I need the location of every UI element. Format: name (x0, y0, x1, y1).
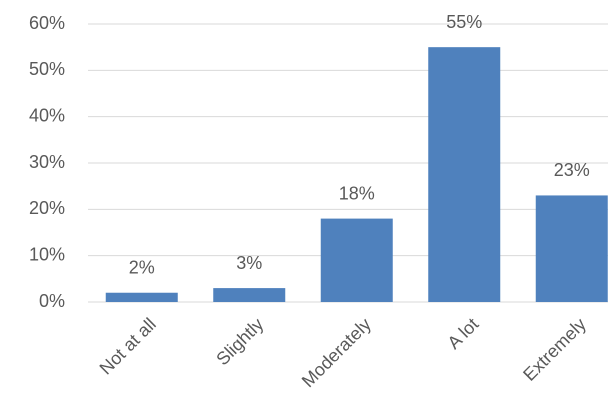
bar (320, 218, 393, 302)
data-label: 23% (554, 160, 590, 180)
x-tick-label: A lot (444, 314, 483, 353)
data-label: 55% (446, 12, 482, 32)
data-label: 18% (339, 183, 375, 203)
x-tick-label: Moderately (298, 314, 375, 391)
y-tick-label: 0% (39, 291, 65, 311)
bar (535, 195, 608, 302)
bar (428, 47, 501, 302)
y-tick-label: 30% (29, 152, 65, 172)
y-tick-label: 20% (29, 198, 65, 218)
x-tick-label: Slightly (212, 314, 267, 369)
x-tick-label: Not at all (96, 314, 160, 378)
y-tick-label: 50% (29, 59, 65, 79)
data-label: 2% (129, 257, 155, 277)
x-tick-label: Extremely (519, 314, 590, 385)
data-label: 3% (236, 253, 262, 273)
y-tick-label: 60% (29, 13, 65, 33)
bar (213, 288, 286, 302)
bar (105, 292, 178, 302)
y-tick-label: 40% (29, 105, 65, 125)
y-tick-label: 10% (29, 244, 65, 264)
